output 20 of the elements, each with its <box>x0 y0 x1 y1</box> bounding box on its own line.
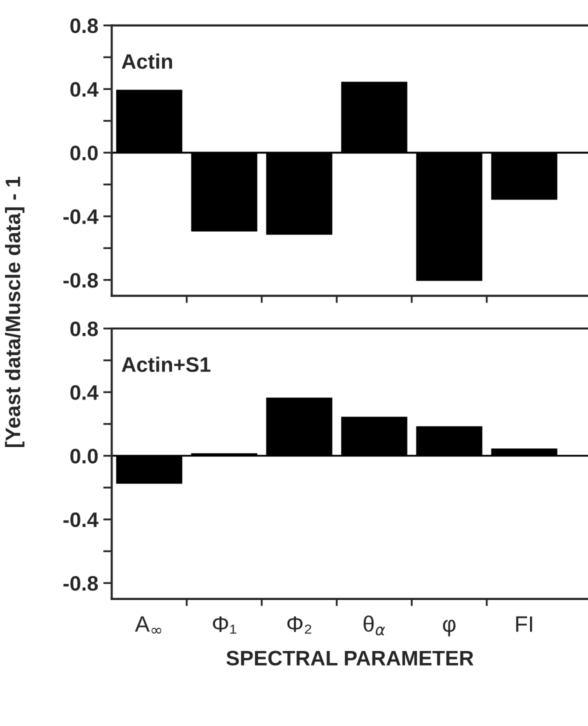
y-tick-label: 0.4 <box>70 385 98 400</box>
y-tick-label: 0.8 <box>70 18 98 34</box>
x-axis-title: SPECTRAL PARAMETER <box>226 650 474 666</box>
x-tick-label: FI <box>516 616 532 632</box>
annotation: Actin <box>122 54 172 69</box>
y-tick-label: -0.4 <box>63 512 98 528</box>
x-tick-label: Φ₂ <box>287 616 312 634</box>
y-tick-label: -0.4 <box>63 209 98 224</box>
annotation: Actin+S1 <box>122 356 210 372</box>
y-tick-label: 0.0 <box>70 448 98 464</box>
x-tick-label: φ <box>442 620 456 636</box>
y-tick-label: 0.4 <box>70 82 98 97</box>
y-tick-label: -0.8 <box>63 576 98 591</box>
y-axis-title: [Yeast data/Muscle data] - 1 <box>4 176 24 448</box>
x-tick-label: θ$_{α}$ <box>364 616 386 636</box>
y-tick-label: -0.8 <box>63 272 98 288</box>
x-tick-label: Φ₁ <box>212 616 236 634</box>
y-tick-label: 0.8 <box>70 322 98 336</box>
y-tick-label: 0.0 <box>70 146 98 160</box>
x-tick-label: A$_{∞}$ <box>134 616 162 634</box>
